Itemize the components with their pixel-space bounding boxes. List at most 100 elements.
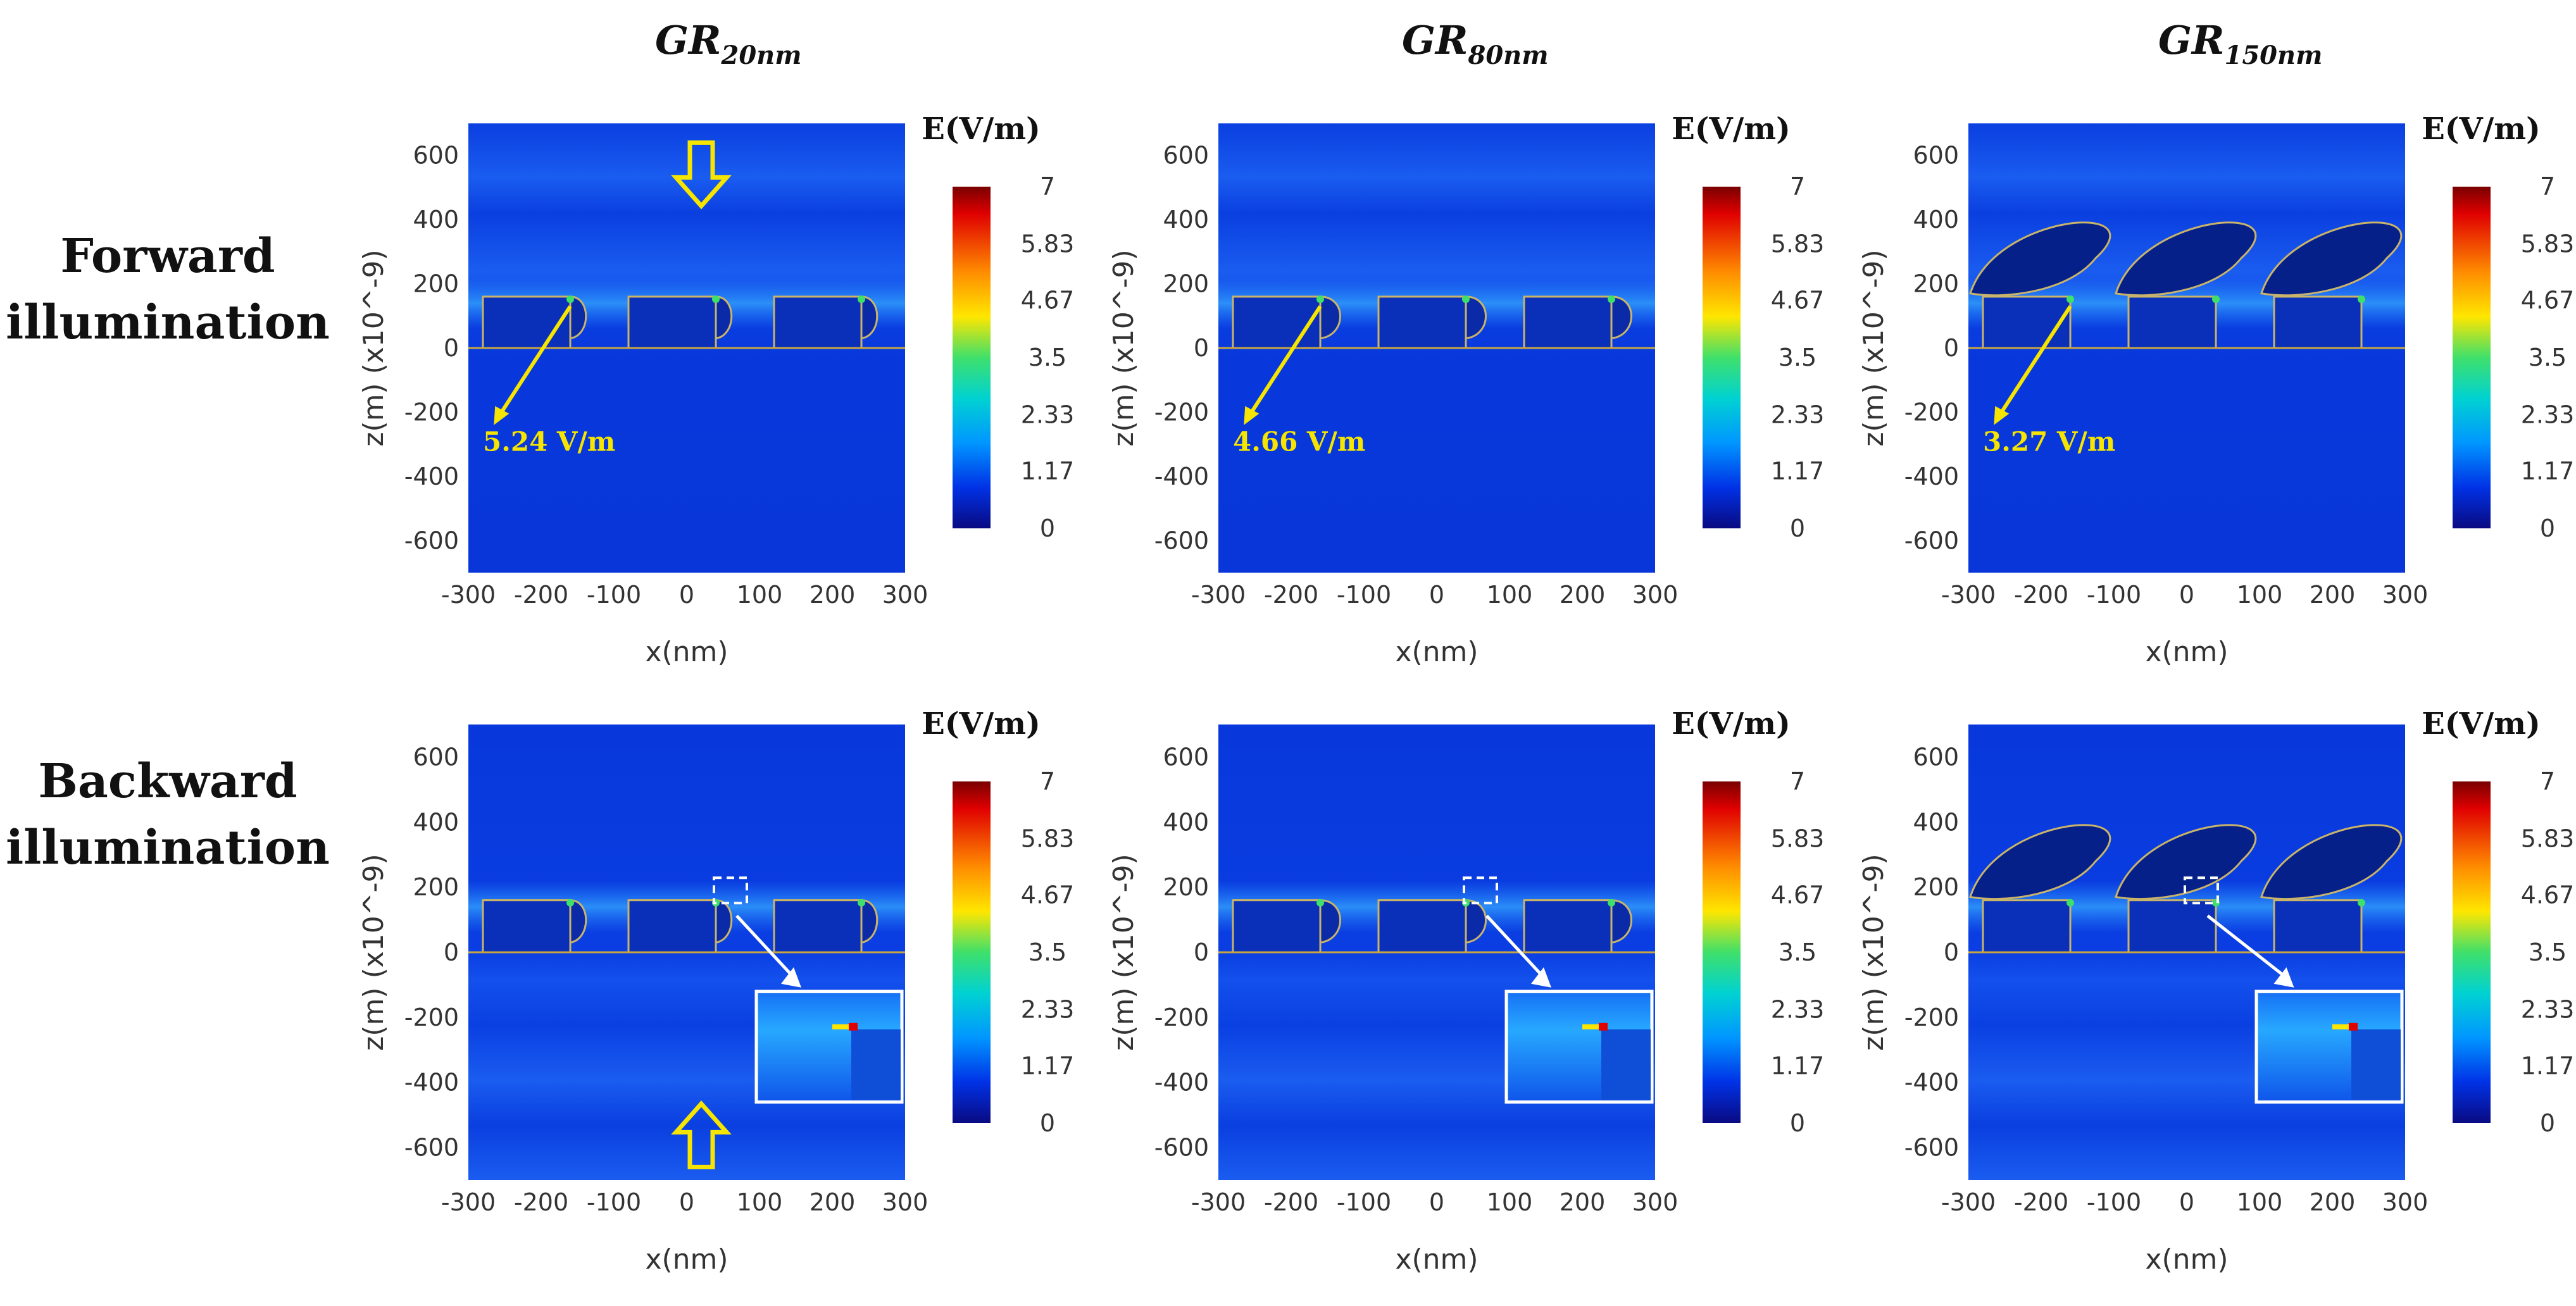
grating-rod	[1377, 295, 1467, 349]
x-tick-label: 0	[2179, 581, 2194, 609]
x-tick-label: -300	[441, 1188, 496, 1216]
colorbar-tick-label: 0	[2540, 514, 2555, 542]
zoom-inset-peak	[1599, 1023, 1608, 1031]
colorbar-tick-label: 5.83	[1021, 230, 1075, 258]
annotation-arrowhead	[1994, 406, 2010, 425]
annotation-arrow	[1247, 305, 1322, 418]
y-tick-label: 400	[413, 206, 459, 233]
y-tick-label: 600	[413, 142, 459, 170]
hotspot	[2358, 295, 2365, 303]
x-tick-label: 100	[2237, 581, 2283, 609]
column-title-20nm: GR20nm	[655, 17, 802, 70]
y-tick-label: 0	[444, 938, 459, 966]
x-tick-label: 200	[2310, 581, 2356, 609]
x-tick-label: 0	[1429, 1188, 1444, 1216]
annotation-label: 3.27 V/m	[1983, 426, 2115, 457]
y-tick-label: -400	[1154, 463, 1209, 490]
y-tick-label: 600	[1913, 743, 1959, 771]
x-tick-label: -200	[1264, 1188, 1318, 1216]
y-tick-label: -600	[404, 1134, 459, 1162]
hotspot	[1316, 295, 1324, 303]
panel-forward-20nm: 5.24 V/m 600 400 200 0 -200 -400 -600 -300 -200 -1…	[358, 111, 1074, 668]
grating-shell	[2260, 824, 2403, 900]
colorbar-tick-label: 0	[1040, 514, 1055, 542]
x-tick-label: 0	[679, 581, 694, 609]
hotspot	[2212, 295, 2220, 303]
panel-forward-150nm: 3.27 V/m 600 400 200 0 -200 -400 -600 -300 -200 -1…	[1858, 111, 2574, 668]
grating-shell	[2115, 221, 2257, 297]
panel-forward-80nm: 4.66 V/m 600 400 200 0 -200 -400 -600 -300 -200 -1…	[1108, 111, 1824, 668]
y-tick-label: -600	[1154, 1134, 1209, 1162]
colorbar-tick-label: 4.67	[1021, 287, 1075, 314]
y-tick-label: 600	[1163, 142, 1209, 170]
annotation-label: 4.66 V/m	[1233, 426, 1365, 457]
colorbar	[953, 781, 991, 1123]
y-axis-label: z(m) (x10^-9)	[358, 854, 390, 1050]
x-tick-label: 100	[1487, 581, 1533, 609]
colorbar-tick-label: 5.83	[2521, 824, 2575, 852]
colorbar-title: E(V/m)	[922, 706, 1041, 742]
x-tick-label: 100	[737, 1188, 783, 1216]
x-axis-label: x(nm)	[1395, 1243, 1478, 1276]
colorbar-tick-label: 3.5	[1779, 344, 1816, 371]
grating-rod	[2127, 899, 2217, 954]
x-tick-label: -100	[1337, 581, 1391, 609]
colorbar	[1703, 187, 1741, 528]
colorbar-tick-label: 1.17	[1021, 457, 1075, 485]
colorbar-title: E(V/m)	[922, 111, 1041, 147]
zoom-marker	[2184, 876, 2219, 905]
panel-backward-150nm: 600 400 200 0 -200 -400 -600 -300 -200 -100 0 100 20…	[1858, 706, 2574, 1276]
x-axis-label: x(nm)	[645, 1243, 728, 1276]
column-title-subscript: 80nm	[1467, 40, 1548, 70]
x-tick-label: 0	[1429, 581, 1444, 609]
zoom-inset-rod	[851, 1029, 901, 1100]
colorbar-tick-label: 3.5	[2529, 938, 2567, 966]
y-tick-label: 600	[1913, 142, 1959, 170]
grating-rod	[627, 899, 717, 954]
y-tick-label: -200	[1154, 1004, 1209, 1031]
hotspot	[1316, 899, 1324, 907]
x-tick-label: 300	[2382, 581, 2429, 609]
y-tick-label: 600	[1163, 743, 1209, 771]
x-tick-label: -300	[1941, 581, 1996, 609]
grating-rod	[1232, 899, 1322, 954]
grating-rod	[2273, 899, 2363, 954]
colorbar-tick-label: 4.67	[2521, 287, 2575, 314]
x-tick-label: 200	[810, 1188, 856, 1216]
annotation-arrowhead	[494, 406, 510, 425]
hotspot	[2358, 899, 2365, 907]
zoom-inset-peak	[849, 1023, 858, 1031]
hotspot	[2066, 295, 2074, 303]
zoom-inset-hotspot	[2332, 1024, 2349, 1029]
x-axis-label: x(nm)	[2145, 636, 2228, 668]
y-tick-label: 200	[1163, 873, 1209, 901]
y-tick-label: 200	[1163, 270, 1209, 298]
colorbar-tick-label: 5.83	[1771, 824, 1825, 852]
x-tick-label: 300	[2382, 1188, 2429, 1216]
colorbar-tick-label: 1.17	[1021, 1052, 1075, 1080]
x-tick-label: 100	[2237, 1188, 2283, 1216]
colorbar-tick-label: 5.83	[1771, 230, 1825, 258]
zoom-inset-peak	[2349, 1023, 2358, 1031]
colorbar-tick-label: 7	[2540, 173, 2555, 201]
y-tick-label: 0	[1944, 938, 1959, 966]
colorbar-title: E(V/m)	[2422, 111, 2541, 147]
colorbar-tick-label: 3.5	[1779, 938, 1816, 966]
x-tick-label: -200	[1264, 581, 1318, 609]
zoom-inset-rod	[2351, 1029, 2401, 1100]
zoom-arrow	[1485, 914, 1546, 980]
grating-rod	[1377, 899, 1467, 954]
zoom-inset-rod	[1601, 1029, 1651, 1100]
y-tick-label: 400	[1163, 808, 1209, 836]
x-tick-label: -300	[1941, 1188, 1996, 1216]
x-axis-label: x(nm)	[645, 636, 728, 668]
grating-rod	[1232, 295, 1322, 349]
y-tick-label: 0	[1944, 334, 1959, 362]
y-tick-label: -400	[404, 1069, 459, 1097]
colorbar-tick-label: 2.33	[2521, 401, 2575, 428]
x-tick-label: -200	[2014, 1188, 2068, 1216]
row-label-illumination: illumination	[6, 821, 330, 875]
y-tick-label: 0	[1194, 334, 1209, 362]
x-tick-label: -200	[514, 1188, 568, 1216]
y-axis-label: z(m) (x10^-9)	[1108, 854, 1140, 1050]
